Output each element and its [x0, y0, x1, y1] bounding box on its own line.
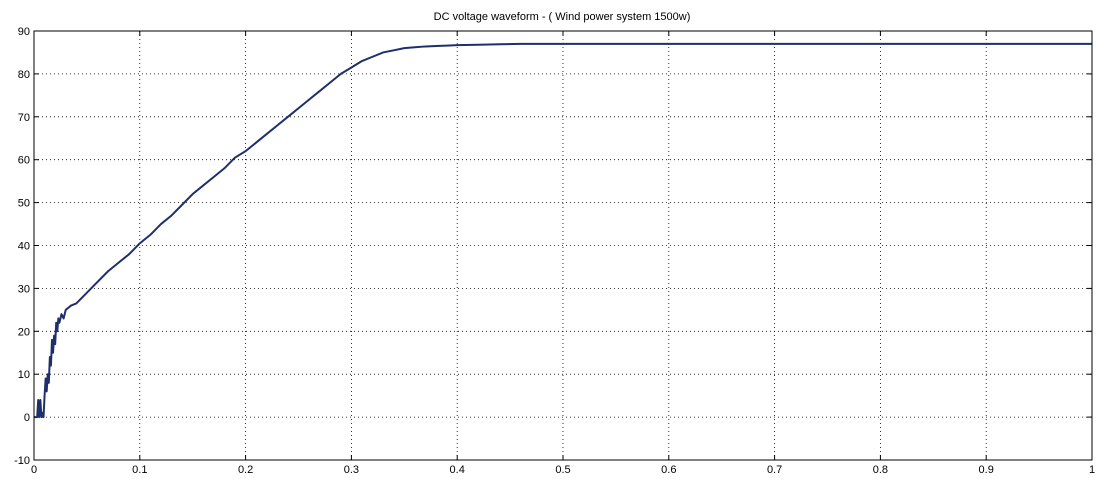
chart-title: DC voltage waveform - ( Wind power syste… — [434, 11, 691, 23]
x-tick-label: 0.4 — [450, 464, 465, 476]
x-tick-label: 0 — [31, 464, 37, 476]
y-tick-label: 60 — [18, 155, 30, 167]
grid-layer — [34, 31, 1092, 460]
x-tick-label: 0.5 — [555, 464, 570, 476]
x-tick-label: 0.8 — [873, 464, 888, 476]
y-tick-label: 30 — [18, 283, 30, 295]
y-tick-label: 10 — [18, 369, 30, 381]
y-tick-label: 20 — [18, 326, 30, 338]
x-tick-label: 0.3 — [344, 464, 359, 476]
series-layer — [34, 42, 1092, 419]
y-tick-label: 90 — [18, 26, 30, 38]
series-line-0 — [34, 42, 1092, 419]
x-tick-label: 0.6 — [661, 464, 676, 476]
x-tick-label: 1 — [1089, 464, 1095, 476]
y-tick-label: -10 — [14, 455, 30, 467]
x-tick-label: 0.9 — [979, 464, 994, 476]
y-tick-label: 50 — [18, 198, 30, 210]
y-tick-labels: -10 0 10 20 30 40 50 60 70 80 90 — [14, 26, 30, 467]
y-tick-label: 40 — [18, 241, 30, 253]
x-tick-label: 0.1 — [132, 464, 147, 476]
x-tick-labels: 0 0.1 0.2 0.3 0.4 0.5 0.6 0.7 0.8 0.9 1 — [31, 464, 1095, 476]
y-tick-label: 0 — [24, 412, 30, 424]
x-tick-label: 0.2 — [238, 464, 253, 476]
x-tick-label: 0.7 — [767, 464, 782, 476]
y-tick-label: 80 — [18, 69, 30, 81]
plot-frame — [33, 30, 1093, 461]
y-tick-label: 70 — [18, 112, 30, 124]
